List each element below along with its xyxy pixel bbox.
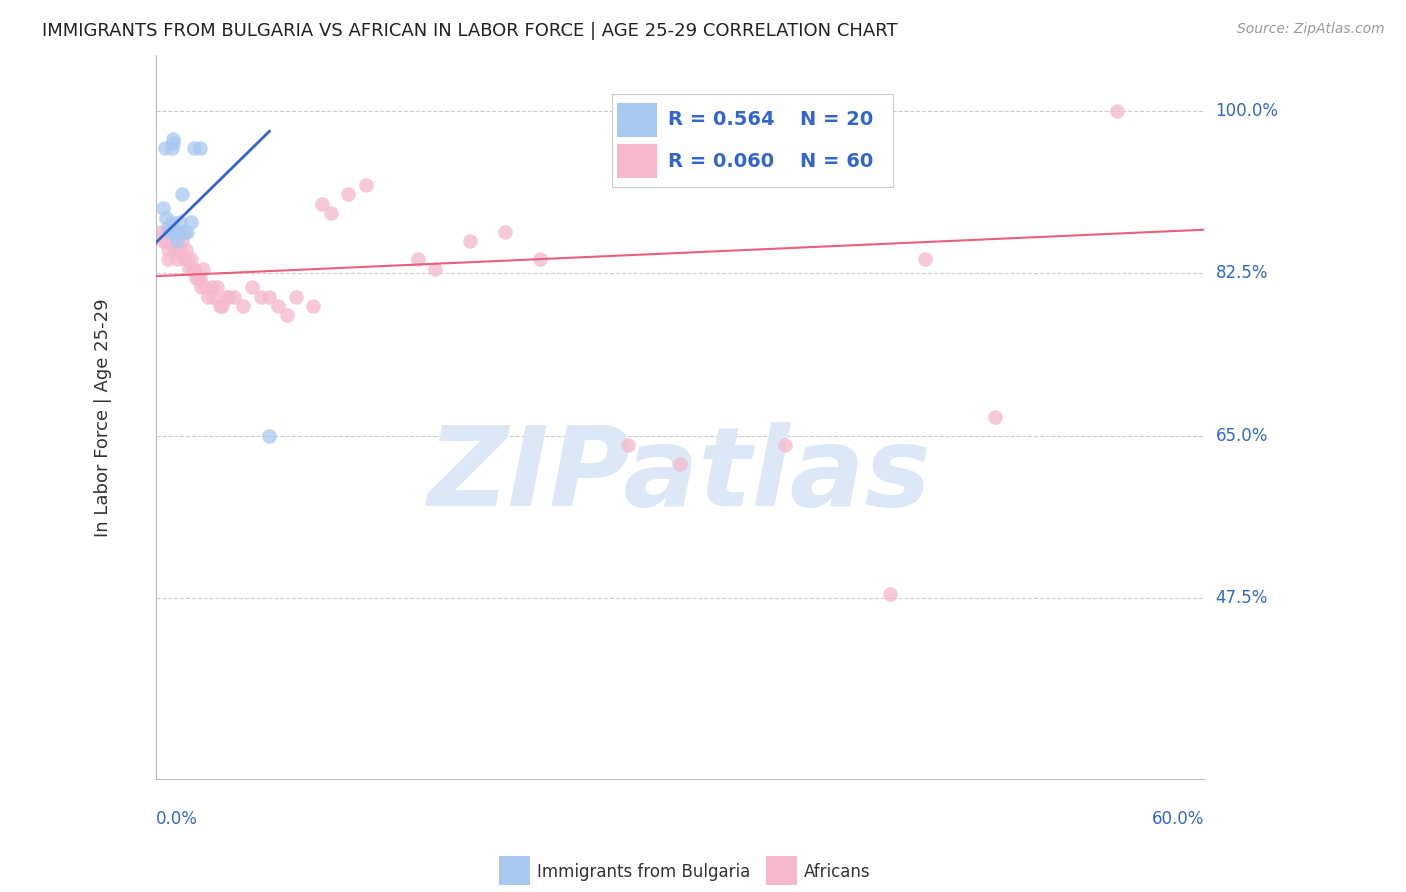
Text: In Labor Force | Age 25-29: In Labor Force | Age 25-29 — [94, 298, 112, 537]
Point — [197, 289, 219, 303]
Point — [914, 252, 936, 267]
Text: Africans: Africans — [804, 863, 870, 881]
Point — [616, 438, 638, 452]
Point — [157, 243, 180, 257]
Point — [406, 252, 429, 267]
Point — [173, 252, 195, 267]
Point — [529, 252, 551, 267]
Text: IMMIGRANTS FROM BULGARIA VS AFRICAN IN LABOR FORCE | AGE 25-29 CORRELATION CHART: IMMIGRANTS FROM BULGARIA VS AFRICAN IN L… — [42, 22, 898, 40]
Point — [162, 225, 184, 239]
Point — [169, 243, 191, 257]
Point — [183, 141, 205, 155]
Point — [160, 215, 183, 229]
Point — [170, 234, 193, 248]
Point — [187, 271, 209, 285]
Point — [163, 225, 186, 239]
Point — [211, 299, 233, 313]
Point — [1105, 103, 1128, 118]
Point — [174, 243, 197, 257]
Point — [276, 308, 298, 322]
Point — [155, 225, 177, 239]
Text: Source: ZipAtlas.com: Source: ZipAtlas.com — [1237, 22, 1385, 37]
Point — [155, 211, 177, 225]
Point — [177, 261, 200, 276]
Point — [302, 299, 325, 313]
Point — [879, 587, 901, 601]
Text: 60.0%: 60.0% — [1152, 810, 1205, 828]
Point — [166, 252, 188, 267]
Point — [460, 234, 482, 248]
Point — [190, 280, 212, 294]
Text: N = 60: N = 60 — [800, 152, 873, 170]
Point — [153, 234, 176, 248]
Point — [354, 178, 377, 193]
Point — [259, 429, 281, 443]
Point — [209, 299, 232, 313]
Point — [259, 289, 281, 303]
Text: 65.0%: 65.0% — [1216, 427, 1268, 445]
Text: 0.0%: 0.0% — [156, 810, 198, 828]
Point — [157, 252, 180, 267]
Point — [267, 299, 290, 313]
Point — [162, 136, 184, 151]
Point — [152, 202, 174, 216]
Point — [319, 206, 342, 220]
Text: R = 0.060: R = 0.060 — [668, 152, 773, 170]
Text: ZIPatlas: ZIPatlas — [429, 422, 932, 529]
Point — [284, 289, 307, 303]
Point — [249, 289, 271, 303]
Point — [240, 280, 263, 294]
Point — [160, 234, 183, 248]
Point — [201, 280, 224, 294]
Text: 100.0%: 100.0% — [1216, 102, 1278, 120]
Point — [167, 243, 190, 257]
Point — [150, 225, 173, 239]
Point — [167, 225, 190, 239]
Point — [184, 271, 207, 285]
Point — [176, 252, 198, 267]
Point — [160, 141, 183, 155]
Point — [169, 215, 191, 229]
Bar — [617, 103, 657, 136]
Text: Immigrants from Bulgaria: Immigrants from Bulgaria — [537, 863, 751, 881]
Text: 82.5%: 82.5% — [1216, 264, 1268, 283]
Point — [188, 271, 211, 285]
Point — [176, 225, 198, 239]
Point — [311, 196, 333, 211]
Point — [224, 289, 246, 303]
Point — [669, 457, 692, 471]
Point — [425, 261, 447, 276]
Point — [205, 280, 228, 294]
Point — [202, 289, 225, 303]
Text: 47.5%: 47.5% — [1216, 590, 1268, 607]
Point — [337, 187, 360, 202]
Point — [157, 219, 180, 234]
Point — [232, 299, 254, 313]
Point — [773, 438, 796, 452]
Text: N = 20: N = 20 — [800, 111, 873, 129]
Point — [170, 187, 193, 202]
Point — [180, 252, 202, 267]
Point — [183, 261, 205, 276]
Point — [162, 132, 184, 146]
Point — [173, 225, 195, 239]
Point — [159, 225, 181, 239]
Point — [166, 234, 188, 248]
Point — [159, 225, 181, 239]
Point — [494, 225, 516, 239]
Point — [188, 141, 211, 155]
Point — [191, 261, 214, 276]
Point — [218, 289, 240, 303]
Point — [163, 243, 186, 257]
Text: R = 0.564: R = 0.564 — [668, 111, 775, 129]
Point — [153, 141, 176, 155]
Point — [152, 234, 174, 248]
Point — [194, 280, 217, 294]
Point — [181, 261, 204, 276]
Point — [180, 215, 202, 229]
Point — [215, 289, 238, 303]
Bar — [617, 145, 657, 178]
Point — [983, 410, 1005, 425]
